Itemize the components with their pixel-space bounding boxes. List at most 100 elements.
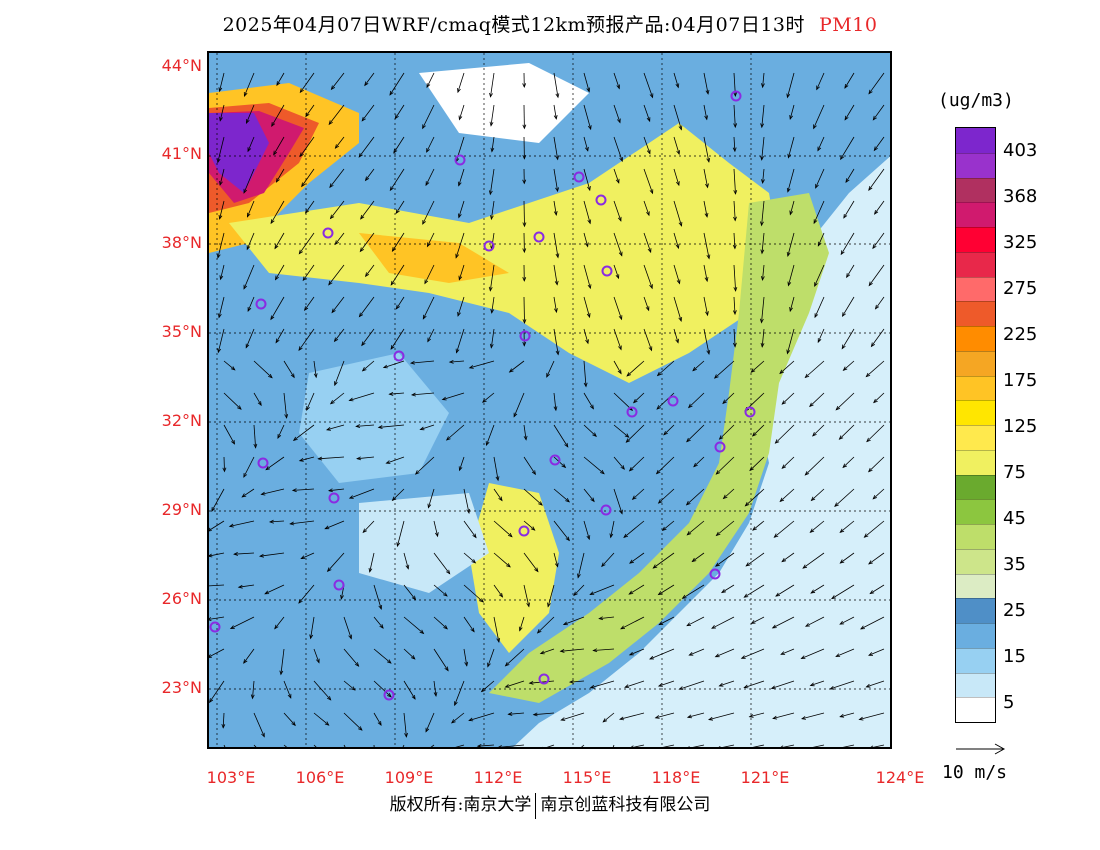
wind-vector-head xyxy=(216,158,221,164)
wind-vector xyxy=(270,200,285,224)
city-marker xyxy=(595,194,607,206)
wind-vector xyxy=(733,104,736,128)
wind-vector xyxy=(761,328,765,347)
wind-vector-head xyxy=(599,469,605,475)
wind-vector xyxy=(703,264,708,282)
wind-vector xyxy=(509,360,525,373)
colorbar-label: 25 xyxy=(1003,600,1026,621)
wind-vector xyxy=(749,456,765,471)
wind-vector xyxy=(643,264,653,289)
wind-vector-head xyxy=(555,187,559,193)
wind-vector xyxy=(222,712,225,728)
wind-vector-head xyxy=(646,149,651,155)
wind-vector xyxy=(457,296,465,317)
wind-vector xyxy=(745,552,765,567)
wind-vector-head xyxy=(787,281,792,287)
wind-vector xyxy=(349,392,375,401)
wind-vector xyxy=(427,328,435,342)
colorbar-label: 45 xyxy=(1003,508,1026,529)
wind-vector-head xyxy=(480,687,486,693)
wind-vector xyxy=(223,424,235,445)
wind-vector xyxy=(553,328,559,355)
wind-vector-head xyxy=(863,533,869,538)
wind-vector-head xyxy=(590,497,595,503)
wind-vector-head xyxy=(247,307,252,312)
wind-vector xyxy=(679,680,705,690)
lon-label-109: 109°E xyxy=(384,768,434,787)
wind-vector xyxy=(840,552,855,564)
wind-vector-head xyxy=(715,470,721,475)
wind-vector xyxy=(658,680,675,687)
wind-vector xyxy=(302,264,315,281)
wind-vector-head xyxy=(507,532,513,538)
wind-vector-head xyxy=(317,456,323,461)
wind-vector xyxy=(632,744,645,747)
wind-vector xyxy=(428,488,435,508)
wind-vector xyxy=(613,488,623,514)
wind-vector-head xyxy=(743,593,749,598)
wind-vector-head xyxy=(745,562,751,567)
wind-vector xyxy=(244,72,255,97)
wind-vector-head xyxy=(507,712,513,716)
coastal-band xyxy=(489,193,829,703)
wind-vector xyxy=(643,136,651,154)
wind-vector-head xyxy=(656,371,662,377)
wind-vector xyxy=(219,200,225,219)
wind-vector-head xyxy=(302,276,307,282)
wind-vector xyxy=(349,488,375,499)
wind-vector xyxy=(868,264,885,286)
wind-vector-head xyxy=(624,433,630,438)
wind-vector-head xyxy=(587,284,592,290)
wind-vector-head xyxy=(410,392,416,397)
wind-vector-head xyxy=(358,312,364,318)
wind-vector-head xyxy=(555,350,560,356)
wind-vector-head xyxy=(326,426,331,431)
wind-vector-head xyxy=(704,115,708,121)
wind-vector xyxy=(553,232,559,258)
wind-vector-head xyxy=(630,745,634,747)
wind-vector xyxy=(805,456,825,476)
wind-vector-head xyxy=(786,251,791,258)
wind-vector xyxy=(505,648,525,667)
wind-vector-head xyxy=(733,216,737,222)
wind-vector xyxy=(493,488,503,501)
wind-vector xyxy=(422,296,435,319)
wind-vector-head xyxy=(623,533,629,539)
wind-vector-head xyxy=(506,563,511,568)
wind-vector-head xyxy=(379,624,384,629)
wind-vector-head xyxy=(211,507,216,513)
wind-vector-head xyxy=(739,748,743,749)
wind-vector xyxy=(643,168,653,194)
wind-vector xyxy=(781,392,795,405)
wind-vector xyxy=(613,328,622,350)
wind-vector xyxy=(433,680,437,697)
wind-vector xyxy=(275,328,285,343)
wind-vector-head xyxy=(237,584,243,589)
wind-vector-head xyxy=(305,208,310,214)
wind-vector-head xyxy=(495,476,500,482)
wind-vector xyxy=(245,328,255,348)
wind-vector-head xyxy=(732,310,737,316)
wind-vector-head xyxy=(273,150,278,156)
wind-vector xyxy=(801,648,825,659)
wind-vector xyxy=(715,552,735,567)
wind-vector xyxy=(433,520,438,537)
wind-vector-head xyxy=(787,153,792,159)
wind-vector xyxy=(692,360,705,372)
wind-vector xyxy=(373,648,392,664)
wind-vector-head xyxy=(817,146,822,152)
wind-vector-head xyxy=(809,682,815,687)
wind-vector xyxy=(682,584,705,599)
wind-vector-head xyxy=(722,494,728,500)
colorbar-label: 5 xyxy=(1003,692,1015,713)
wind-vector xyxy=(328,488,345,492)
wind-vector xyxy=(209,520,225,531)
wind-vector-head xyxy=(733,189,738,195)
wind-vector-head xyxy=(675,83,680,89)
wind-vector-head xyxy=(275,177,280,183)
wind-vector-head xyxy=(835,405,841,411)
wind-vector-head xyxy=(658,621,664,626)
colorbar-label: 175 xyxy=(1003,370,1038,391)
wind-vector-head xyxy=(704,277,709,283)
wind-vector-head xyxy=(620,465,625,470)
